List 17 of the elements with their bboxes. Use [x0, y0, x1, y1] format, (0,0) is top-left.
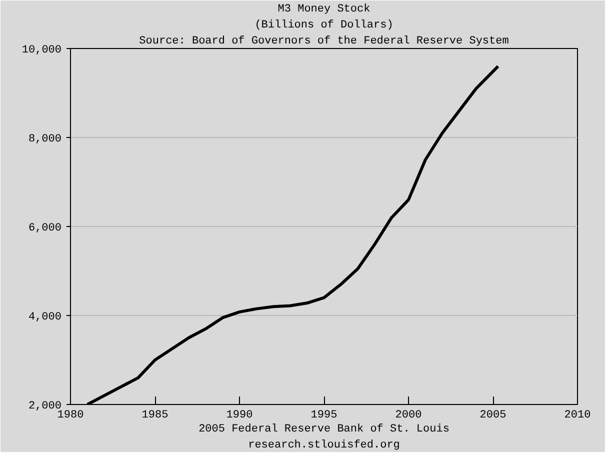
source-note: Source: Board of Governors of the Federal Reserve System: [139, 36, 510, 48]
x-tick-label: 1995: [310, 410, 338, 422]
y-tick-label: 10,000: [22, 44, 62, 56]
x-tick-label: 2010: [564, 410, 591, 422]
x-tick-label: 1990: [226, 410, 253, 422]
x-tick-label: 2000: [395, 410, 422, 422]
y-tick-label: 6,000: [28, 222, 62, 234]
x-tick-label: 1985: [142, 410, 168, 422]
x-tick-label: 2005: [480, 410, 506, 422]
x-tick-label: 1980: [57, 410, 84, 422]
text: 2005 Federal Reserve Bank of St. Louis: [198, 424, 450, 436]
chart-subtitle: (Billions of Dollars): [254, 20, 394, 32]
line-series: [86, 64, 500, 404]
chart-title: M3 Money Stock: [278, 4, 371, 16]
y-tick-label: 4,000: [28, 312, 62, 324]
y-tick-label: 8,000: [28, 134, 62, 146]
text: research.stlouisfed.org: [248, 440, 400, 452]
